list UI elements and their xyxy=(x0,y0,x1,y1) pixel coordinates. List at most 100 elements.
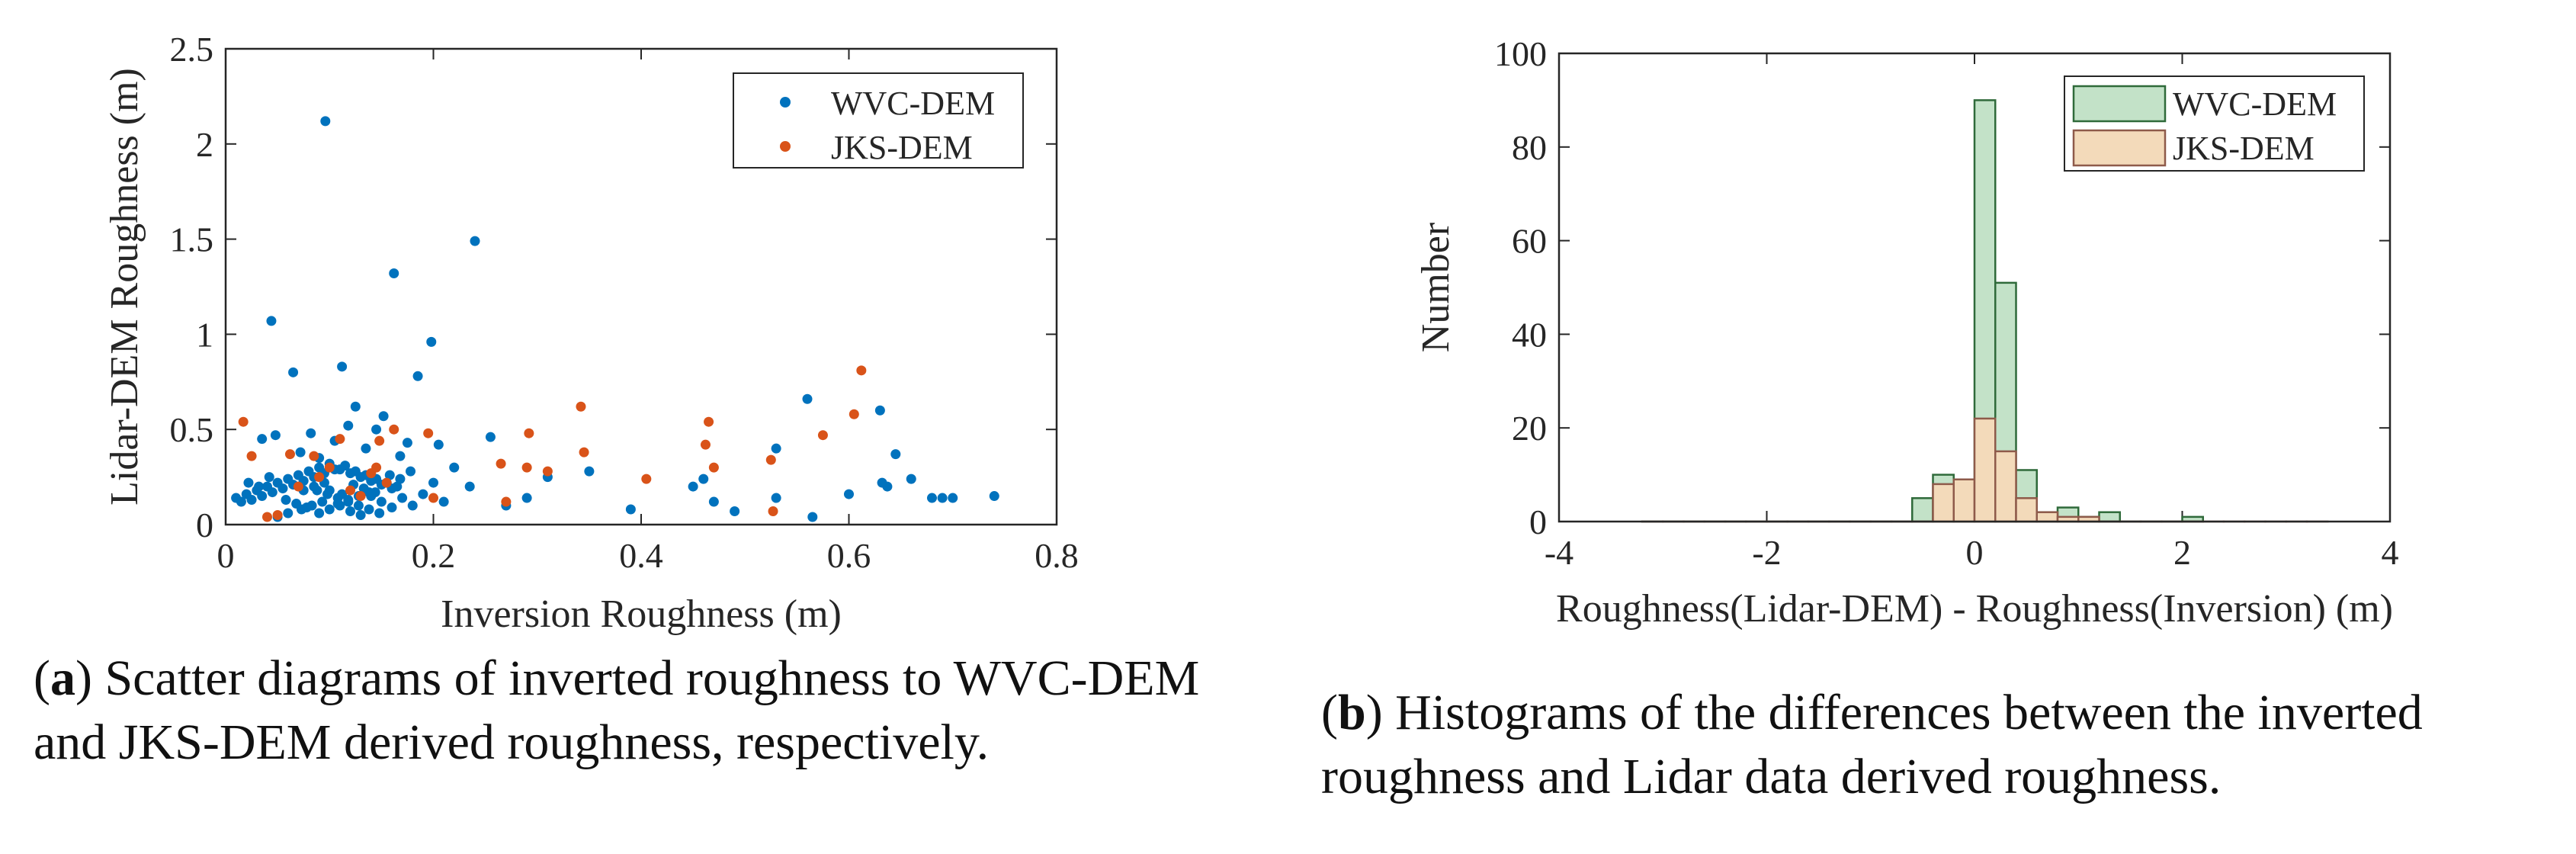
legend-label: JKS-DEM xyxy=(2173,130,2315,167)
scatter-point xyxy=(501,496,512,507)
scatter-point xyxy=(700,439,711,450)
scatter-point xyxy=(337,361,348,372)
scatter-point xyxy=(384,470,395,480)
scatter-point xyxy=(890,449,901,460)
y-tick-label: 0.5 xyxy=(170,410,214,449)
scatter-point xyxy=(849,409,859,419)
legend: WVC-DEM JKS-DEM xyxy=(733,72,1024,169)
legend-marker xyxy=(780,141,791,152)
scatter-point xyxy=(688,481,698,492)
scatter-point xyxy=(345,485,355,496)
scatter-point xyxy=(309,481,319,492)
x-axis-label: Inversion Roughness (m) xyxy=(441,592,842,636)
scatter-point xyxy=(264,472,274,483)
scatter-point xyxy=(272,510,283,521)
y-axis-label: Number xyxy=(1414,223,1458,352)
scatter-point xyxy=(730,506,740,517)
scatter-point xyxy=(343,420,354,431)
scatter-point xyxy=(277,483,288,494)
scatter-point xyxy=(708,462,719,473)
y-tick-label: 1 xyxy=(196,315,213,354)
scatter-point xyxy=(270,430,281,441)
scatter-point xyxy=(765,454,776,465)
x-tick-label: -4 xyxy=(1545,533,1574,572)
scatter-point xyxy=(418,489,428,499)
y-tick-label: 2.5 xyxy=(170,30,214,69)
histogram-bar xyxy=(2035,511,2059,523)
scatter-point xyxy=(262,512,272,522)
scatter-point xyxy=(293,481,303,492)
scatter-point xyxy=(281,495,291,506)
y-axis-label: Lidar-DEM Roughness (m) xyxy=(103,68,146,506)
scatter-point xyxy=(371,424,382,435)
scatter-point xyxy=(485,432,496,442)
scatter-point xyxy=(856,365,867,376)
scatter-point xyxy=(355,491,366,502)
scatter-point xyxy=(389,424,399,435)
scatter-point xyxy=(374,435,385,446)
scatter-point xyxy=(433,439,444,450)
y-tick-label: 100 xyxy=(1494,34,1547,73)
scatter-point xyxy=(343,495,354,506)
scatter-point xyxy=(283,508,294,518)
x-tick-label: 0.4 xyxy=(619,536,663,575)
scatter-point xyxy=(340,461,351,471)
scatter-point xyxy=(989,491,999,502)
scatter-point xyxy=(423,428,434,438)
scatter-point xyxy=(882,481,893,492)
scatter-point xyxy=(470,236,480,246)
caption-b-text: ) Histograms of the differences between … xyxy=(1321,685,2423,804)
scatter-point xyxy=(364,487,374,498)
scatter-point xyxy=(361,443,371,454)
scatter-point xyxy=(397,493,408,503)
histogram-bar xyxy=(2015,497,2038,523)
scatter-point xyxy=(402,438,412,448)
scatter-point xyxy=(937,493,948,503)
legend-label: WVC-DEM xyxy=(831,85,995,122)
scatter-point xyxy=(266,316,277,326)
x-tick-label: -2 xyxy=(1752,533,1781,572)
x-tick-label: 2 xyxy=(2173,533,2191,572)
scatter-point xyxy=(243,477,254,488)
histogram-bar xyxy=(1973,417,1997,523)
scatter-point xyxy=(314,508,325,518)
scatter-point xyxy=(309,451,319,461)
scatter-point xyxy=(267,487,277,498)
scatter-point xyxy=(324,462,335,473)
histogram-bar xyxy=(1911,497,1934,523)
scatter-point xyxy=(246,495,257,506)
scatter-point xyxy=(314,472,325,483)
histogram-bar xyxy=(1994,450,2017,523)
y-tick-label: 0 xyxy=(196,506,213,544)
plot-frame xyxy=(1557,52,2392,523)
legend: WVC-DEM JKS-DEM xyxy=(2064,75,2365,172)
scatter-point xyxy=(906,474,916,484)
scatter-point xyxy=(387,502,397,513)
scatter-point xyxy=(320,116,331,127)
scatter-point xyxy=(412,371,423,381)
scatter-point xyxy=(521,493,532,503)
scatter-point xyxy=(426,336,437,347)
scatter-point xyxy=(324,504,335,515)
legend-marker xyxy=(780,97,791,108)
scatter-point xyxy=(246,451,257,461)
scatter-chart: 0 0.2 0.4 0.6 0.8 0 0.5 1 1.5 2 2.5 Inversion Rough… xyxy=(103,30,1079,636)
scatter-point xyxy=(874,405,885,416)
x-tick-label: 0 xyxy=(1966,533,1984,572)
scatter-point xyxy=(254,481,265,492)
scatter-point xyxy=(395,474,406,484)
scatter-point xyxy=(407,500,418,511)
scatter-point xyxy=(817,430,828,441)
y-tick-label: 1.5 xyxy=(170,220,214,259)
y-tick-label: 60 xyxy=(1512,222,1547,261)
scatter-point xyxy=(392,481,403,492)
scatter-point xyxy=(438,496,449,507)
scatter-point xyxy=(381,477,392,488)
histogram-chart: -4 -2 0 2 4020406080100Roughness(Lidar-DEM) … xyxy=(1414,34,2399,631)
histogram-bar xyxy=(2098,511,2121,523)
caption-a: (a) Scatter diagrams of inverted roughne… xyxy=(34,650,1200,770)
scatter-point xyxy=(771,493,781,503)
y-tick-label: 40 xyxy=(1512,315,1547,354)
legend-label: JKS-DEM xyxy=(831,129,973,166)
